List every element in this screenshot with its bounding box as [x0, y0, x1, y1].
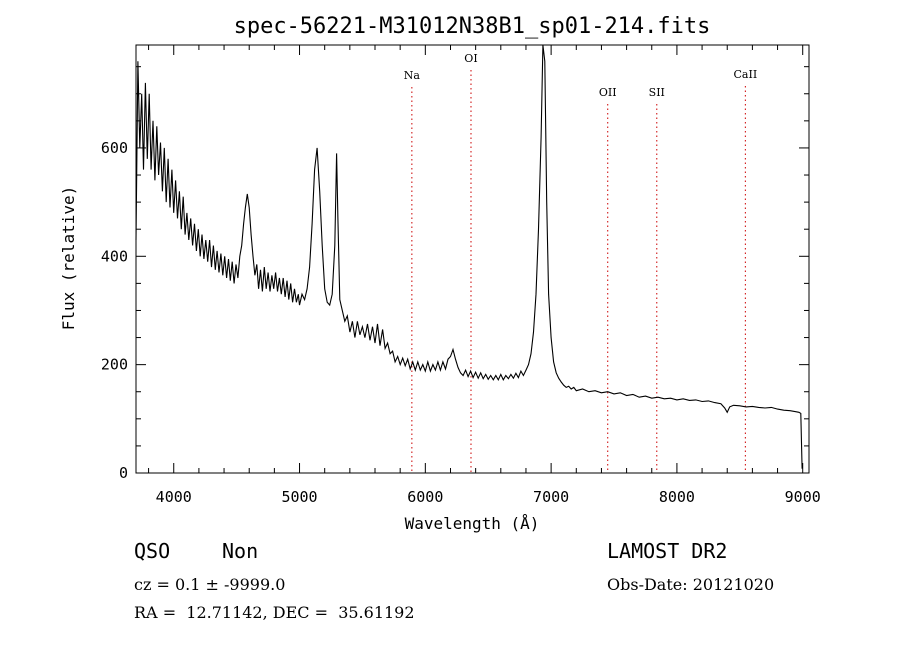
x-axis-label: Wavelength (Å) — [405, 514, 540, 533]
marker-label-2: OII — [599, 86, 617, 99]
chart-title: spec-56221-M31012N38B1_sp01-214.fits — [234, 14, 711, 39]
line-markers: Na OI OII SII CaII — [404, 52, 757, 473]
plot-frame — [135, 44, 810, 474]
obs-date: Obs-Date: 20121020 — [607, 575, 775, 594]
marker-label-3: SII — [649, 86, 665, 99]
y-tick-label-1: 200 — [101, 356, 128, 374]
object-subclass: Non — [222, 539, 259, 563]
x-tick-label-0: 4000 — [156, 488, 192, 506]
marker-label-0: Na — [404, 69, 421, 82]
object-class: QSO — [134, 539, 171, 563]
x-tick-label-4: 8000 — [659, 488, 695, 506]
spectrum-line — [135, 44, 803, 469]
survey-name: LAMOST DR2 — [607, 539, 728, 563]
y-axis-label: Flux (relative) — [59, 186, 78, 331]
x-tick-label-5: 9000 — [785, 488, 821, 506]
y-tick-label-0: 0 — [119, 464, 128, 482]
x-tick-label-1: 5000 — [281, 488, 317, 506]
redshift-line: cz = 0.1 ± -9999.0 — [134, 575, 286, 594]
x-tick-label-3: 7000 — [533, 488, 569, 506]
x-tick-label-2: 6000 — [407, 488, 443, 506]
y-tick-label-2: 400 — [101, 247, 128, 265]
marker-label-4: CaII — [734, 68, 758, 81]
y-tick-label-3: 600 — [101, 139, 128, 157]
marker-label-1: OI — [464, 52, 477, 65]
axis-ticks: 4000 5000 6000 7000 8000 9000 0 200 400 600 — [101, 45, 821, 506]
coordinates-line: RA = 12.71142, DEC = 35.61192 — [134, 603, 415, 622]
